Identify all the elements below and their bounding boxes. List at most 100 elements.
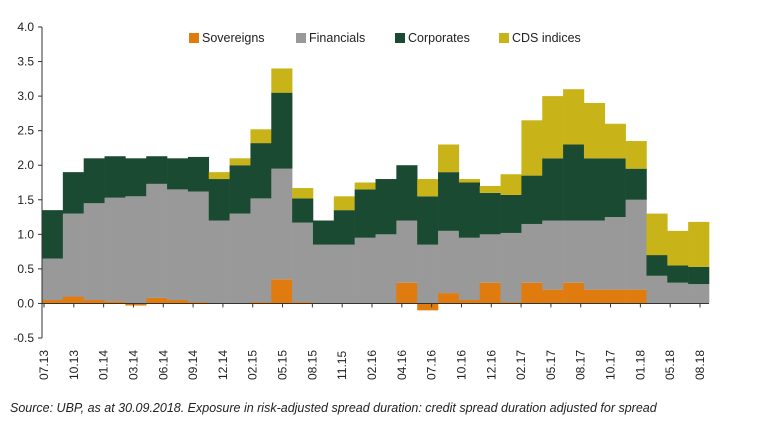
bar-segment bbox=[521, 175, 543, 224]
x-tick-label: 08.17 bbox=[574, 350, 588, 380]
bar-segment bbox=[271, 92, 293, 169]
legend-label: Sovereigns bbox=[202, 31, 265, 45]
x-tick-label: 01.14 bbox=[97, 350, 111, 380]
bar-segment bbox=[625, 141, 647, 169]
stacked-area-chart: 4.0 3.5 3.0 2.5 2.0 1.5 1.0 0.5 0.0 -0.507.13 10.1… bbox=[13, 20, 710, 380]
x-tick-label: 07.16 bbox=[425, 350, 439, 380]
bar-segment bbox=[667, 282, 689, 304]
x-tick-label: 10.17 bbox=[604, 350, 618, 380]
bar-segment bbox=[438, 230, 460, 294]
bar-segment bbox=[250, 143, 272, 199]
bar-segment bbox=[438, 293, 460, 304]
bar-segment bbox=[250, 198, 272, 303]
bar-segment bbox=[250, 302, 272, 304]
bar-segment bbox=[104, 197, 126, 302]
legend-label: Corporates bbox=[408, 31, 470, 45]
bar-segment bbox=[667, 230, 689, 266]
bar-segment bbox=[417, 303, 439, 311]
x-tick-label: 01.18 bbox=[633, 350, 647, 380]
y-tick-label: 3.0 bbox=[17, 89, 34, 103]
bar-segment bbox=[333, 210, 355, 245]
bar-segment bbox=[354, 237, 376, 304]
bar-segment bbox=[646, 213, 668, 256]
legend: Sovereigns Financials Corporates CDS indice… bbox=[189, 31, 581, 45]
bar-segment bbox=[646, 255, 668, 276]
y-tick-label: 1.0 bbox=[17, 227, 34, 241]
bar-segment bbox=[375, 234, 397, 304]
bar-segment bbox=[62, 172, 84, 214]
bar-segment bbox=[125, 303, 147, 306]
y-tick-label: -0.5 bbox=[13, 331, 34, 345]
bar-segment bbox=[229, 158, 251, 166]
bars-layer bbox=[42, 68, 710, 311]
y-tick-label: 3.5 bbox=[17, 55, 34, 69]
bar-segment bbox=[563, 282, 585, 304]
x-tick-label: 06.14 bbox=[156, 350, 170, 380]
bar-segment bbox=[333, 244, 355, 304]
x-tick-label: 12.16 bbox=[484, 350, 498, 380]
bar-segment bbox=[500, 232, 522, 303]
bar-segment bbox=[563, 144, 585, 221]
bar-segment bbox=[125, 158, 147, 197]
bar-segment bbox=[500, 194, 522, 233]
bar-segment bbox=[83, 158, 105, 204]
bar-segment bbox=[583, 103, 606, 159]
bar-segment bbox=[604, 217, 626, 290]
bar-segment bbox=[62, 213, 84, 297]
bar-segment bbox=[333, 196, 355, 211]
x-tick-label: 10.16 bbox=[454, 350, 468, 380]
bar-segment bbox=[167, 189, 189, 300]
bar-segment bbox=[542, 158, 564, 221]
bar-segment bbox=[354, 189, 376, 238]
bar-segment bbox=[187, 156, 210, 192]
bar-segment bbox=[604, 123, 626, 159]
bar-segment bbox=[396, 282, 418, 304]
bar-segment bbox=[458, 299, 481, 304]
bar-segment bbox=[688, 284, 710, 304]
bar-segment bbox=[688, 266, 710, 285]
bar-segment bbox=[521, 282, 543, 304]
axes-layer: 4.0 3.5 3.0 2.5 2.0 1.5 1.0 0.5 0.0 -0.507.13 10.1… bbox=[13, 20, 709, 380]
bar-segment bbox=[187, 191, 210, 303]
bar-segment bbox=[146, 183, 168, 298]
bar-segment bbox=[625, 289, 647, 304]
bar-segment bbox=[62, 296, 84, 304]
bar-segment bbox=[625, 199, 647, 290]
bar-segment bbox=[521, 120, 543, 176]
bar-segment bbox=[229, 213, 251, 304]
bar-segment bbox=[583, 289, 606, 304]
bar-segment bbox=[208, 220, 230, 304]
x-tick-label: 04.16 bbox=[395, 350, 409, 380]
bar-segment bbox=[125, 196, 147, 304]
bar-segment bbox=[292, 222, 314, 303]
bar-segment bbox=[187, 302, 210, 304]
bar-segment bbox=[396, 220, 418, 283]
legend-swatch bbox=[189, 33, 199, 43]
bar-segment bbox=[542, 96, 564, 159]
x-tick-label: 07.13 bbox=[37, 350, 51, 380]
legend-swatch bbox=[296, 33, 306, 43]
bar-segment bbox=[146, 156, 168, 184]
x-tick-label: 03.14 bbox=[126, 350, 140, 380]
chart-container: 4.0 3.5 3.0 2.5 2.0 1.5 1.0 0.5 0.0 -0.5 07.13 10.1… bbox=[13, 20, 710, 380]
bar-segment bbox=[500, 174, 522, 195]
y-tick-label: 2.0 bbox=[17, 158, 34, 172]
bar-segment bbox=[208, 172, 230, 180]
bar-segment bbox=[479, 282, 501, 304]
bar-segment bbox=[292, 302, 314, 304]
bar-segment bbox=[438, 144, 460, 173]
bar-segment bbox=[542, 289, 564, 304]
bar-segment bbox=[583, 158, 606, 221]
bar-segment bbox=[146, 297, 168, 304]
x-tick-label: 02.16 bbox=[365, 350, 379, 380]
bar-segment bbox=[167, 299, 189, 304]
y-tick-label: 2.5 bbox=[17, 124, 34, 138]
source-note: Source: UBP, as at 30.09.2018. Exposure … bbox=[10, 401, 657, 415]
bar-segment bbox=[479, 192, 501, 235]
bar-segment bbox=[479, 185, 501, 193]
bar-segment bbox=[312, 220, 335, 245]
bar-segment bbox=[83, 299, 105, 304]
x-tick-label: 12.14 bbox=[216, 350, 230, 380]
bar-segment bbox=[604, 158, 626, 218]
bar-segment bbox=[312, 244, 335, 304]
